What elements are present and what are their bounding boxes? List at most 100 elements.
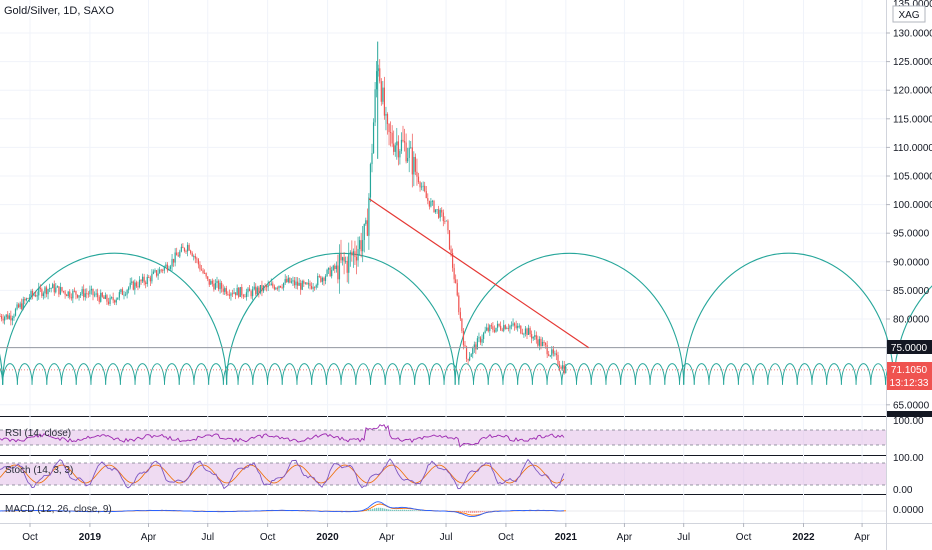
candle-body	[199, 264, 201, 270]
stoch-scale-100: 100.00	[893, 453, 924, 464]
candle-body	[258, 287, 260, 293]
candle-body	[421, 186, 423, 188]
x-tick-label: Oct	[736, 532, 752, 543]
candle-body	[111, 297, 113, 299]
candle-body	[121, 289, 124, 295]
candle-body	[537, 339, 539, 346]
candle-body	[331, 270, 333, 277]
y-tick-label: 95.0000	[893, 229, 930, 240]
candle-body	[345, 260, 347, 262]
candle-body	[83, 289, 85, 298]
candle-body	[211, 280, 213, 284]
candle-body	[379, 68, 381, 82]
candle-body	[441, 209, 443, 213]
candle-body	[400, 139, 403, 152]
candle-body	[348, 254, 350, 273]
candle-body	[0, 316, 3, 319]
last-price-tag: 71.1050 13:12:33	[887, 362, 932, 390]
candle-body	[470, 354, 472, 357]
candle-body	[98, 297, 100, 302]
candle-body	[92, 288, 94, 296]
candle-body	[340, 253, 342, 261]
stoch-k-line	[0, 458, 565, 490]
candle-body	[514, 323, 516, 326]
small-cycle-arc	[105, 363, 121, 385]
small-cycle-arc	[679, 363, 695, 385]
price-axis[interactable]: 65.0000 80.0000 85.0000 90.0000 95.0000 100.0…	[886, 0, 932, 411]
candle-body	[69, 291, 71, 298]
small-cycle-arc	[384, 363, 401, 385]
candle-body	[527, 328, 530, 335]
candle-body	[422, 185, 424, 187]
small-cycle-arc	[576, 363, 592, 385]
candle-body	[298, 283, 300, 286]
small-cycle-arc	[517, 363, 533, 385]
small-cycle-arc	[546, 363, 563, 385]
candle-body	[76, 294, 79, 298]
candle-body	[227, 293, 229, 295]
macd-histogram-bar	[410, 509, 412, 511]
candle-body	[444, 221, 446, 222]
candle-body	[24, 299, 26, 301]
small-cycle-arc	[46, 363, 62, 385]
candle-body	[115, 299, 117, 303]
candle-body	[309, 283, 311, 286]
macd-histogram-bar	[386, 509, 388, 511]
macd-histogram-bar	[460, 511, 462, 512]
symbol-badge[interactable]: XAG	[892, 5, 926, 23]
candle-body	[551, 349, 553, 356]
small-cycle-arc	[840, 363, 857, 385]
candle-body	[515, 325, 517, 328]
candle-body	[317, 276, 319, 286]
candle-body	[247, 288, 249, 293]
candle-body	[8, 315, 10, 319]
candle-body	[436, 209, 438, 211]
candle-body	[261, 285, 263, 292]
y-tick-label: 85.0000	[893, 286, 930, 297]
macd-histogram-bar	[366, 510, 368, 511]
candle-body	[565, 367, 567, 373]
candle-body	[377, 68, 379, 72]
candle-body	[473, 344, 475, 348]
time-axis[interactable]: Oct 2019 Apr Jul Oct 2020 Apr Jul Oct 2021 Apr Jul O…	[22, 523, 871, 543]
countdown-label: 13:12:33	[890, 378, 929, 389]
candle-body	[557, 355, 559, 365]
candle-body	[25, 298, 27, 301]
candle-body	[155, 270, 158, 276]
candle-body	[461, 318, 463, 331]
candle-body	[310, 285, 313, 289]
small-cycle-arc	[75, 363, 92, 385]
rsi-scale-100: 100.00	[893, 416, 924, 427]
candle-body	[248, 288, 251, 292]
macd-histogram-bar	[400, 509, 402, 511]
candle-body	[59, 287, 62, 295]
candle-body	[486, 327, 488, 331]
candle-body	[14, 309, 17, 316]
candle-body	[174, 252, 176, 263]
candle-body	[414, 156, 416, 172]
candle-body	[138, 279, 141, 287]
macd-histogram-bar	[382, 508, 384, 511]
candle-body	[284, 279, 286, 283]
candle-body	[41, 289, 43, 296]
candle-body	[90, 288, 93, 291]
candle-body	[442, 212, 444, 222]
candle-body	[131, 281, 133, 283]
stoch-label: Stoch (14, 3, 3)	[5, 465, 73, 476]
small-cycle-arc	[561, 363, 577, 385]
candle-body	[413, 156, 415, 175]
macd-line	[0, 501, 564, 518]
small-cycle-arc	[708, 363, 725, 385]
candle-body	[103, 296, 105, 299]
candle-body	[450, 249, 452, 254]
candle-body	[328, 267, 330, 270]
candle-body	[219, 282, 221, 290]
candle-body	[402, 139, 404, 142]
candle-body	[314, 287, 316, 289]
small-cycle-arc	[208, 363, 224, 385]
candle-body	[10, 315, 12, 321]
macd-histogram-bar	[394, 509, 396, 511]
candle-body	[433, 201, 435, 213]
rsi-label: RSI (14, close)	[5, 428, 71, 439]
